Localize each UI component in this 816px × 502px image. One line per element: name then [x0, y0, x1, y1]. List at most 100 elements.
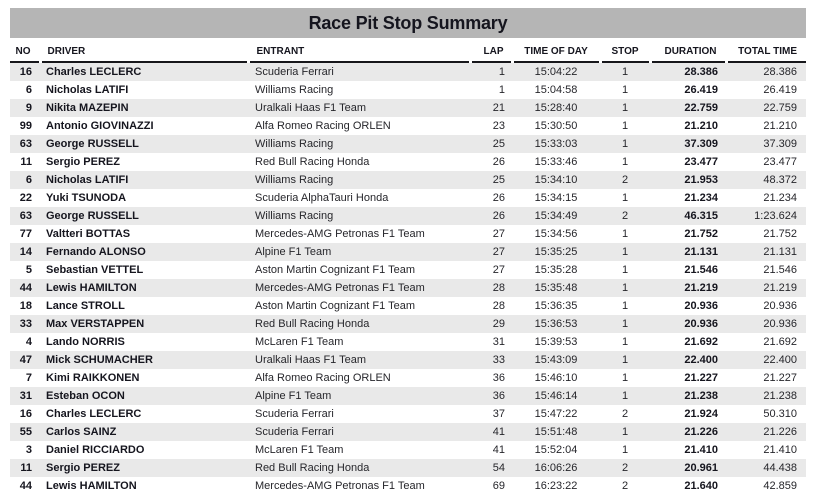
cell-duration: 21.238 — [650, 387, 726, 405]
cell-stop: 1 — [621, 336, 629, 348]
cell-car-number: 3 — [25, 444, 32, 456]
cell-car-number: 14 — [10, 243, 40, 261]
cell-time-of-day: 15:51:48 — [512, 423, 600, 441]
cell-time-of-day: 15:36:53 — [512, 315, 600, 333]
cell-entrant: Scuderia Ferrari — [248, 62, 470, 81]
pit-stop-table: NO DRIVER ENTRANT LAP TIME OF DAY STOP D… — [10, 42, 806, 495]
cell-time-of-day: 15:28:40 — [512, 99, 600, 117]
cell-driver: Max VERSTAPPEN — [40, 315, 248, 333]
cell-driver: Lewis HAMILTON — [46, 480, 137, 492]
cell-duration: 21.234 — [684, 192, 718, 204]
cell-duration: 20.961 — [650, 459, 726, 477]
cell-car-number: 99 — [19, 120, 32, 132]
cell-lap: 28 — [470, 279, 512, 297]
cell-total-time: 21.238 — [726, 387, 806, 405]
cell-total-time: 21.210 — [763, 120, 797, 132]
cell-entrant: Williams Racing — [248, 207, 470, 225]
cell-stop: 1 — [600, 351, 650, 369]
table-row: 22 Yuki TSUNODA Scuderia AlphaTauri Hond… — [10, 189, 806, 207]
cell-total-time: 21.546 — [763, 264, 797, 276]
column-header-total-time: TOTAL TIME — [724, 42, 806, 63]
cell-duration: 21.692 — [684, 336, 718, 348]
table-row: 44 Lewis HAMILTON Mercedes-AMG Petronas … — [10, 477, 806, 495]
cell-time-of-day: 15:30:50 — [534, 120, 578, 132]
cell-driver: Sergio PEREZ — [46, 156, 120, 168]
cell-stop: 2 — [621, 408, 629, 420]
cell-total-time: 23.477 — [763, 156, 797, 168]
cell-duration: 23.477 — [684, 156, 718, 168]
cell-entrant: McLaren F1 Team — [255, 336, 344, 348]
table-row: 6 Nicholas LATIFI Williams Racing 25 15:… — [10, 171, 806, 189]
cell-total-time: 44.438 — [726, 459, 806, 477]
cell-time-of-day: 15:43:09 — [512, 351, 600, 369]
cell-entrant: Scuderia AlphaTauri Honda — [255, 192, 389, 204]
cell-duration: 21.953 — [650, 171, 726, 189]
cell-lap: 41 — [470, 423, 512, 441]
cell-car-number: 6 — [10, 171, 40, 189]
cell-total-time: 48.372 — [726, 171, 806, 189]
cell-car-number: 6 — [25, 84, 32, 96]
cell-duration: 20.936 — [684, 300, 718, 312]
cell-lap: 25 — [470, 171, 512, 189]
cell-driver: Sergio PEREZ — [40, 459, 248, 477]
header-row: NO DRIVER ENTRANT LAP TIME OF DAY STOP D… — [10, 42, 806, 63]
cell-entrant: Aston Martin Cognizant F1 Team — [255, 300, 415, 312]
cell-total-time: 21.131 — [726, 243, 806, 261]
cell-stop: 1 — [600, 279, 650, 297]
cell-lap: 1 — [498, 84, 505, 96]
table-row: 99 Antonio GIOVINAZZI Alfa Romeo Racing … — [10, 117, 806, 135]
cell-total-time: 21.227 — [763, 372, 797, 384]
table-row: 63 George RUSSELL Williams Racing 25 15:… — [10, 135, 806, 153]
cell-total-time: 42.859 — [763, 480, 797, 492]
cell-driver: Valtteri BOTTAS — [46, 228, 131, 240]
cell-duration: 21.752 — [684, 228, 718, 240]
cell-driver: Daniel RICCIARDO — [46, 444, 145, 456]
cell-car-number: 16 — [19, 408, 32, 420]
cell-time-of-day: 15:35:28 — [534, 264, 578, 276]
cell-entrant: Aston Martin Cognizant F1 Team — [255, 264, 415, 276]
cell-time-of-day: 15:36:35 — [534, 300, 578, 312]
column-header-duration: DURATION — [648, 42, 726, 63]
cell-time-of-day: 15:34:10 — [512, 171, 600, 189]
table-header: NO DRIVER ENTRANT LAP TIME OF DAY STOP D… — [10, 42, 806, 63]
cell-stop: 1 — [621, 156, 629, 168]
cell-lap: 54 — [470, 459, 512, 477]
cell-lap: 37 — [492, 408, 505, 420]
cell-car-number: 63 — [10, 135, 40, 153]
cell-stop: 2 — [600, 207, 650, 225]
cell-stop: 1 — [600, 135, 650, 153]
cell-total-time: 22.400 — [726, 351, 806, 369]
cell-total-time: 50.310 — [763, 408, 797, 420]
cell-driver: Nicholas LATIFI — [40, 171, 248, 189]
cell-duration: 20.936 — [650, 315, 726, 333]
column-header-driver: DRIVER — [38, 42, 248, 63]
cell-lap: 28 — [492, 300, 505, 312]
cell-duration: 46.315 — [650, 207, 726, 225]
cell-time-of-day: 15:47:22 — [534, 408, 578, 420]
cell-stop: 1 — [621, 84, 629, 96]
cell-entrant: Red Bull Racing Honda — [248, 459, 470, 477]
cell-total-time: 20.936 — [763, 300, 797, 312]
cell-time-of-day: 15:04:58 — [534, 84, 578, 96]
cell-driver: Esteban OCON — [40, 387, 248, 405]
cell-entrant: Alpine F1 Team — [248, 243, 470, 261]
cell-time-of-day: 15:35:25 — [512, 243, 600, 261]
cell-entrant: Williams Racing — [248, 135, 470, 153]
cell-stop: 1 — [600, 315, 650, 333]
cell-stop: 2 — [621, 480, 629, 492]
table-row: 55 Carlos SAINZ Scuderia Ferrari 41 15:5… — [10, 423, 806, 441]
cell-time-of-day: 16:23:22 — [534, 480, 578, 492]
cell-stop: 1 — [600, 243, 650, 261]
table-row: 5 Sebastian VETTEL Aston Martin Cognizan… — [10, 261, 806, 279]
cell-total-time: 1:23.624 — [726, 207, 806, 225]
cell-time-of-day: 15:46:10 — [534, 372, 578, 384]
cell-car-number: 4 — [25, 336, 32, 348]
cell-entrant: Mercedes-AMG Petronas F1 Team — [255, 480, 425, 492]
cell-duration: 26.419 — [684, 84, 718, 96]
cell-driver: Carlos SAINZ — [40, 423, 248, 441]
table-row: 14 Fernando ALONSO Alpine F1 Team 27 15:… — [10, 243, 806, 261]
cell-duration: 21.131 — [650, 243, 726, 261]
cell-lap: 31 — [492, 336, 505, 348]
cell-time-of-day: 15:34:49 — [512, 207, 600, 225]
table-row: 63 George RUSSELL Williams Racing 26 15:… — [10, 207, 806, 225]
